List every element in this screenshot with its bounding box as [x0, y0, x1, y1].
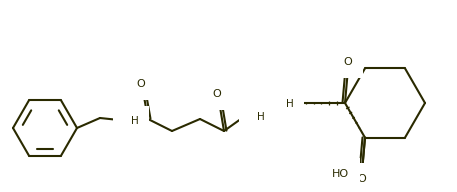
Text: N: N [124, 115, 133, 125]
Text: N: N [279, 98, 287, 108]
Text: H: H [131, 116, 139, 126]
Text: HO: HO [331, 169, 349, 179]
Text: O: O [358, 174, 367, 184]
Text: H: H [286, 99, 294, 109]
Text: N: N [250, 111, 258, 121]
Text: O: O [137, 79, 145, 89]
Text: O: O [344, 57, 352, 67]
Text: H: H [257, 112, 265, 122]
Text: O: O [213, 89, 221, 99]
